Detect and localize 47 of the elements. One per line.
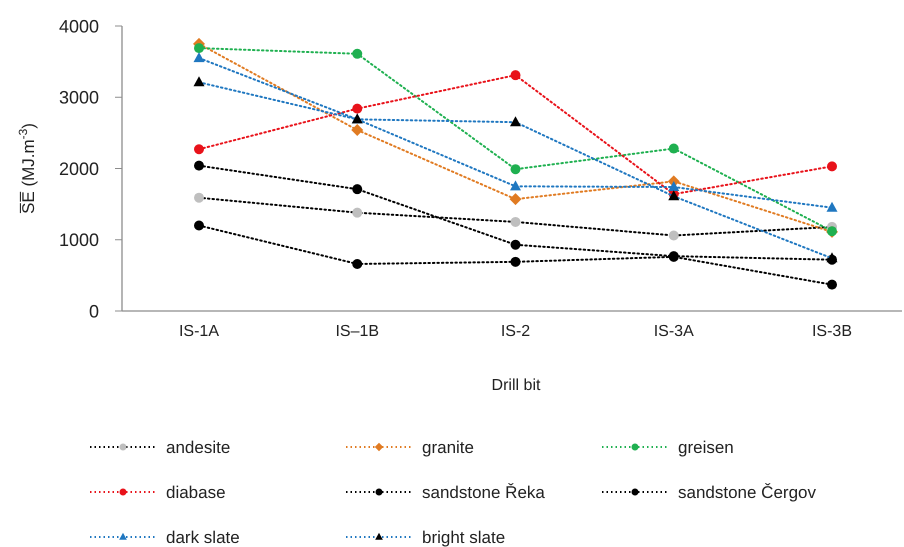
point xyxy=(827,280,837,290)
y-tick-label: 4000 xyxy=(58,16,99,36)
legend-label: andesite xyxy=(166,438,230,457)
point xyxy=(510,256,520,267)
point xyxy=(352,48,362,59)
legend-label: sandstone Čergov xyxy=(678,482,816,502)
point xyxy=(194,160,204,171)
point xyxy=(826,202,838,212)
legend-label: dark slate xyxy=(166,528,240,547)
point xyxy=(510,70,520,80)
point xyxy=(352,208,362,218)
point xyxy=(510,240,520,250)
x-tick-label: IS-3A xyxy=(654,323,694,340)
point xyxy=(194,52,204,62)
point xyxy=(668,144,679,154)
legend-label: greisen xyxy=(678,438,734,457)
x-tick-label: IS–1B xyxy=(335,323,380,340)
legend-label: granite xyxy=(422,438,474,457)
point xyxy=(194,76,204,86)
point xyxy=(668,181,680,192)
legend-label: sandstone Řeka xyxy=(422,482,546,502)
x-axis-title: Drill bit xyxy=(492,377,541,394)
point xyxy=(510,164,520,174)
point xyxy=(510,116,521,126)
point xyxy=(194,220,204,230)
x-tick-label: IS-3B xyxy=(812,323,852,340)
point xyxy=(352,184,362,194)
x-tick-label: IS-2 xyxy=(500,323,530,340)
legend-label: bright slate xyxy=(422,528,506,547)
legend-label: diabase xyxy=(166,482,226,502)
y-tick-label: 2000 xyxy=(58,158,99,179)
point xyxy=(194,43,204,54)
point xyxy=(510,193,522,206)
point xyxy=(351,124,364,136)
y-tick-label: 1000 xyxy=(58,230,99,250)
point xyxy=(826,252,838,262)
point xyxy=(352,258,362,269)
point xyxy=(510,180,521,190)
y-tick-label: 3000 xyxy=(58,88,99,108)
x-tick-label: IS-1A xyxy=(178,323,220,340)
point xyxy=(352,104,362,114)
y-tick-label: 0 xyxy=(88,301,99,322)
point xyxy=(668,230,679,240)
point xyxy=(194,144,204,154)
point xyxy=(510,216,520,227)
point xyxy=(194,192,204,203)
point xyxy=(827,161,837,172)
